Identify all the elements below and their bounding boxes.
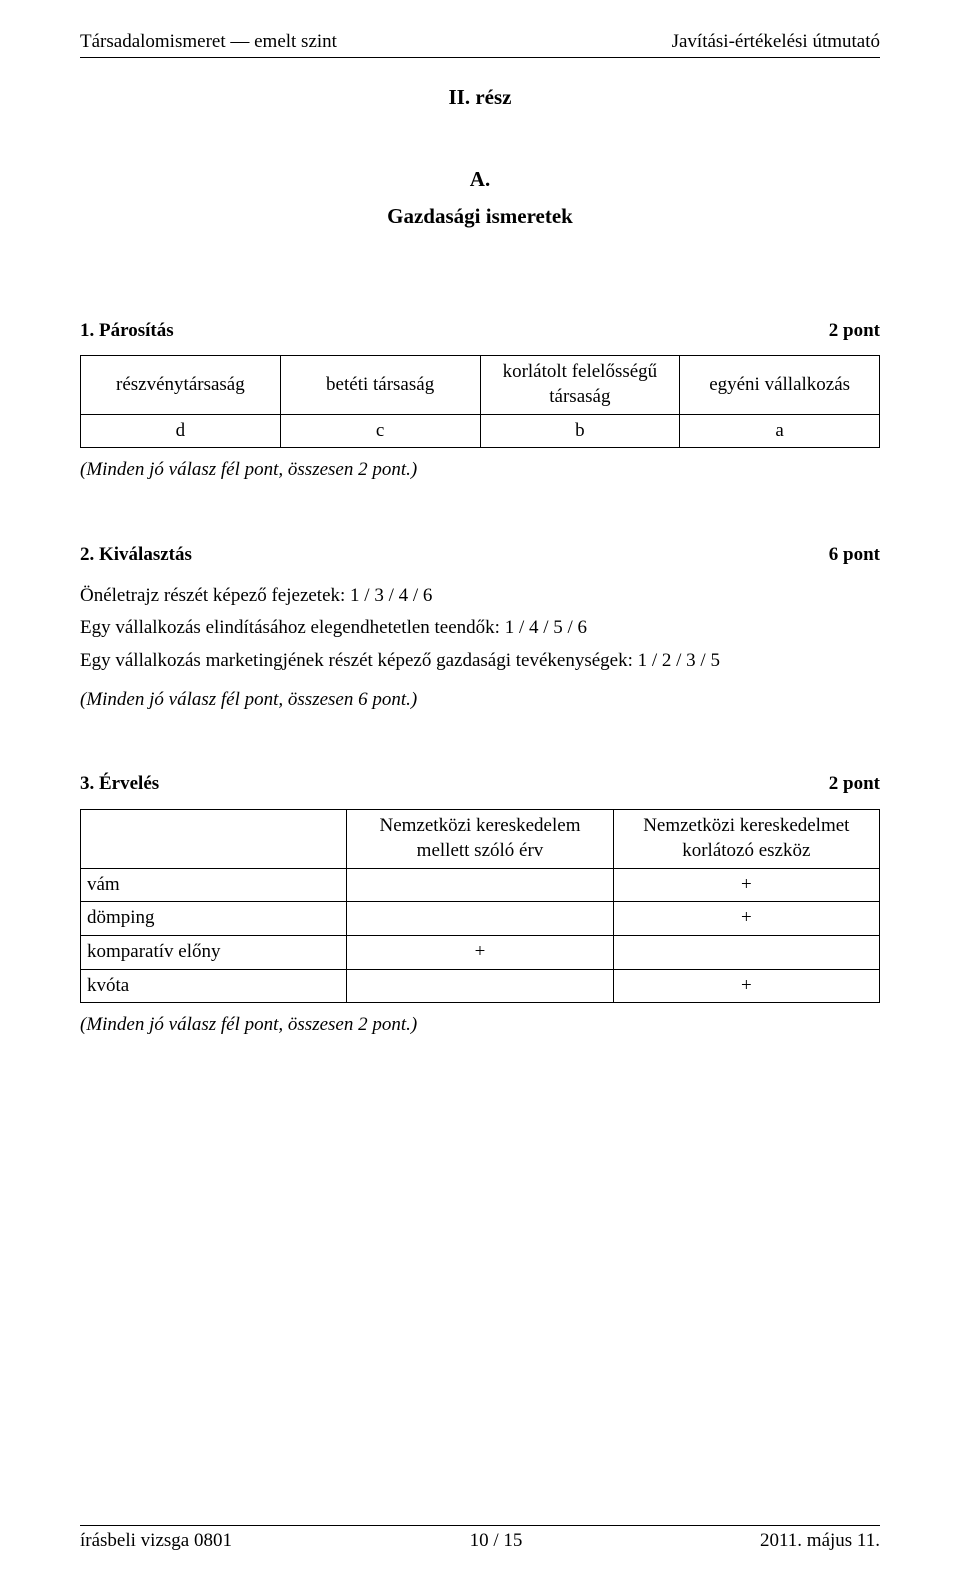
spacer bbox=[80, 1038, 880, 1515]
q1-cell: d bbox=[81, 414, 281, 448]
q1-points: 2 pont bbox=[829, 319, 880, 344]
q2-head: 2. Kiválasztás 6 pont bbox=[80, 543, 880, 568]
q3-table: Nemzetközi kereskedelem mellett szóló ér… bbox=[80, 809, 880, 1003]
q3-cell bbox=[347, 868, 613, 902]
q3-note: (Minden jó válasz fél pont, összesen 2 p… bbox=[80, 1013, 880, 1038]
q1-cell: korlátolt felelősségű társaság bbox=[480, 356, 680, 414]
title-block: II. rész A. Gazdasági ismeretek bbox=[80, 84, 880, 231]
section-subtitle: Gazdasági ismeretek bbox=[80, 203, 880, 230]
q1-cell: a bbox=[680, 414, 880, 448]
q2-line1: Önéletrajz részét képező fejezetek: 1 / … bbox=[80, 584, 880, 609]
q3-cell: + bbox=[347, 935, 613, 969]
q3-head: 3. Érvelés 2 pont bbox=[80, 772, 880, 797]
q3-cell: + bbox=[613, 902, 879, 936]
q3-cell: + bbox=[613, 868, 879, 902]
header-right: Javítási-értékelési útmutató bbox=[672, 30, 880, 55]
q1-table: részvénytársaság betéti társaság korláto… bbox=[80, 355, 880, 448]
table-row: komparatív előny + bbox=[81, 935, 880, 969]
footer-left: írásbeli vizsga 0801 bbox=[80, 1529, 232, 1554]
q2-note: (Minden jó válasz fél pont, összesen 6 p… bbox=[80, 688, 880, 713]
section-letter: A. bbox=[80, 166, 880, 193]
table-row: dömping + bbox=[81, 902, 880, 936]
table-row: kvóta + bbox=[81, 969, 880, 1003]
part-title: II. rész bbox=[80, 84, 880, 111]
q1-cell: c bbox=[280, 414, 480, 448]
q3-label: 3. Érvelés bbox=[80, 772, 159, 797]
q1-head: 1. Párosítás 2 pont bbox=[80, 319, 880, 344]
q1-cell: b bbox=[480, 414, 680, 448]
table-row: Nemzetközi kereskedelem mellett szóló ér… bbox=[81, 810, 880, 868]
q1-cell: részvénytársaság bbox=[81, 356, 281, 414]
q2-line2: Egy vállalkozás elindításához elegendhet… bbox=[80, 616, 880, 641]
table-row: d c b a bbox=[81, 414, 880, 448]
q2-points: 6 pont bbox=[829, 543, 880, 568]
q3-cell bbox=[347, 969, 613, 1003]
q3-points: 2 pont bbox=[829, 772, 880, 797]
footer-center: 10 / 15 bbox=[470, 1529, 523, 1554]
q3-cell bbox=[347, 902, 613, 936]
q3-cell: + bbox=[613, 969, 879, 1003]
q1-label: 1. Párosítás bbox=[80, 319, 174, 344]
table-row: vám + bbox=[81, 868, 880, 902]
q1-cell: egyéni vállalkozás bbox=[680, 356, 880, 414]
header-left: Társadalomismeret — emelt szint bbox=[80, 30, 337, 55]
page-footer: írásbeli vizsga 0801 10 / 15 2011. május… bbox=[80, 1525, 880, 1554]
q3-head-cell bbox=[81, 810, 347, 868]
q3-cell: dömping bbox=[81, 902, 347, 936]
footer-right: 2011. május 11. bbox=[760, 1529, 880, 1554]
q3-cell: komparatív előny bbox=[81, 935, 347, 969]
page-header: Társadalomismeret — emelt szint Javítási… bbox=[80, 30, 880, 58]
q1-note: (Minden jó válasz fél pont, összesen 2 p… bbox=[80, 458, 880, 483]
q1-cell: betéti társaság bbox=[280, 356, 480, 414]
q3-cell: kvóta bbox=[81, 969, 347, 1003]
table-row: részvénytársaság betéti társaság korláto… bbox=[81, 356, 880, 414]
q3-head-cell: Nemzetközi kereskedelem mellett szóló ér… bbox=[347, 810, 613, 868]
q3-head-cell: Nemzetközi kereskedelmet korlátozó eszkö… bbox=[613, 810, 879, 868]
q2-line3: Egy vállalkozás marketingjének részét ké… bbox=[80, 649, 880, 674]
q2-label: 2. Kiválasztás bbox=[80, 543, 192, 568]
q3-cell: vám bbox=[81, 868, 347, 902]
q3-cell bbox=[613, 935, 879, 969]
